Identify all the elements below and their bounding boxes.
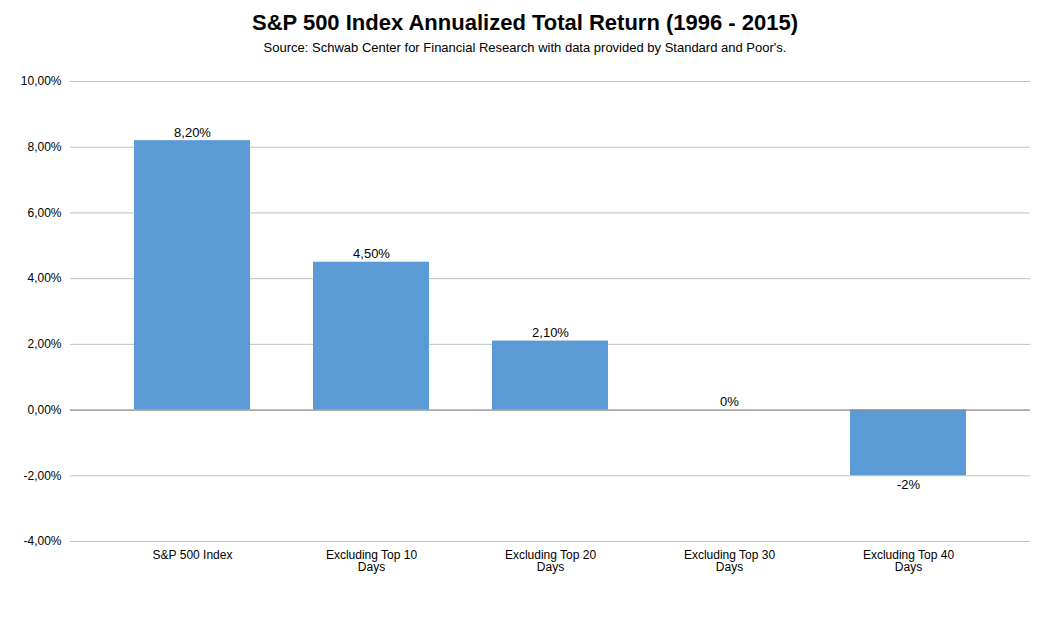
svg-text:10,00%: 10,00% bbox=[21, 74, 62, 88]
svg-text:8,00%: 8,00% bbox=[27, 140, 61, 154]
svg-text:6,00%: 6,00% bbox=[27, 206, 61, 220]
svg-text:Excluding Top 40Days: Excluding Top 40Days bbox=[863, 548, 955, 574]
svg-text:0%: 0% bbox=[720, 394, 739, 409]
svg-text:S&P 500 Index: S&P 500 Index bbox=[153, 548, 233, 562]
svg-text:-2,00%: -2,00% bbox=[23, 469, 61, 483]
svg-text:8,20%: 8,20% bbox=[174, 125, 211, 140]
svg-text:-2%: -2% bbox=[897, 477, 921, 492]
svg-text:4,50%: 4,50% bbox=[353, 246, 390, 261]
svg-text:0,00%: 0,00% bbox=[27, 403, 61, 417]
svg-text:Excluding Top 30Days: Excluding Top 30Days bbox=[684, 548, 776, 574]
html-text:Source: Schwab Center for Fina: Source: Schwab Center for Financial Rese… bbox=[263, 40, 787, 55]
svg-text:-4,00%: -4,00% bbox=[23, 534, 61, 548]
svg-text:4,00%: 4,00% bbox=[27, 271, 61, 285]
svg-text:2,00%: 2,00% bbox=[27, 337, 61, 351]
svg-text:Excluding Top 20Days: Excluding Top 20Days bbox=[505, 548, 597, 574]
svg-text:2,10%: 2,10% bbox=[532, 325, 569, 340]
svg-text:Excluding Top 10Days: Excluding Top 10Days bbox=[326, 548, 418, 574]
html-text:S&P 500 Index Annualized Total: S&P 500 Index Annualized Total Return (1… bbox=[252, 10, 798, 35]
